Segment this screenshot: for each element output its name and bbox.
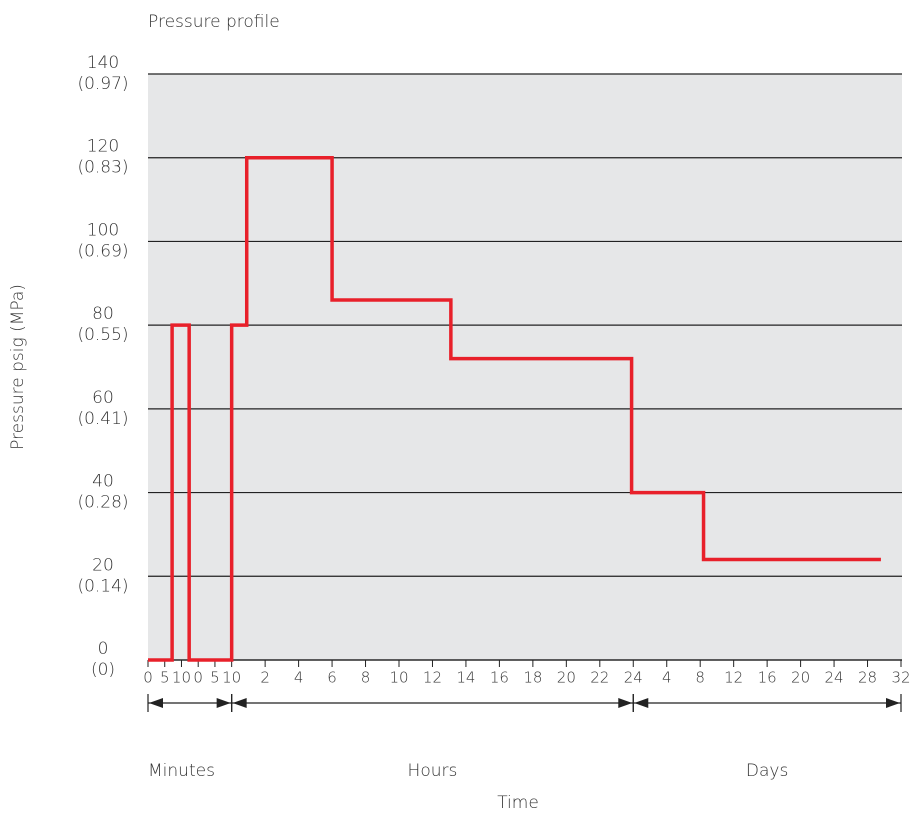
y-tick-label: 80: [92, 304, 114, 324]
arrow-head: [634, 698, 649, 708]
y-tick-sublabel: (0.41): [77, 409, 128, 429]
x-tick-label: 24: [624, 669, 643, 687]
y-tick-sublabel: (0.69): [77, 241, 128, 261]
y-tick-label: 0: [98, 639, 109, 659]
x-tick-label: 32: [891, 669, 910, 687]
x-tick-label: 18: [523, 669, 542, 687]
x-tick-label: 6: [327, 669, 337, 687]
x-axis-label: Time: [497, 793, 539, 813]
y-tick-label: 140: [87, 53, 119, 73]
plot-area: [148, 74, 902, 660]
x-tick-label: 5: [160, 669, 170, 687]
y-tick-sublabel: (0.83): [77, 158, 128, 178]
x-tick-label: 10: [172, 669, 191, 687]
chart-title: Pressure profile: [148, 12, 280, 32]
x-tick-label: 4: [662, 669, 672, 687]
arrow-head: [618, 698, 633, 708]
x-tick-label: 16: [758, 669, 777, 687]
x-tick-label: 20: [557, 669, 576, 687]
segment-label: Minutes: [148, 761, 215, 781]
x-tick-label: 10: [389, 669, 408, 687]
segment-label: Hours: [408, 761, 458, 781]
x-tick-label: 2: [260, 669, 270, 687]
x-tick-label: 10: [222, 669, 241, 687]
x-tick-label: 0: [193, 669, 203, 687]
x-tick-label: 24: [825, 669, 844, 687]
y-tick-sublabel: (0.28): [77, 493, 128, 513]
x-tick-label: 5: [210, 669, 220, 687]
arrow-head: [149, 698, 163, 708]
x-tick-label: 14: [456, 669, 475, 687]
x-tick-label: 8: [695, 669, 705, 687]
y-tick-label: 100: [87, 220, 119, 240]
y-tick-label: 60: [92, 388, 114, 408]
x-tick-label: 16: [490, 669, 509, 687]
arrow-head: [216, 698, 231, 708]
data-line: [148, 155, 881, 662]
arrow-head: [232, 698, 247, 708]
segment-label: Days: [746, 761, 788, 781]
x-tick-label: 28: [858, 669, 877, 687]
x-tick-label: 20: [791, 669, 810, 687]
x-tick-label: 12: [423, 669, 442, 687]
x-tick-label: 12: [724, 669, 743, 687]
y-tick-label: 40: [92, 472, 114, 492]
x-tick-label: 8: [361, 669, 371, 687]
y-tick-label: 120: [87, 137, 119, 157]
y-tick-sublabel: (0.14): [77, 576, 128, 596]
y-tick-sublabel: (0): [91, 660, 115, 680]
y-tick-sublabel: (0.97): [77, 74, 128, 94]
x-tick-label: 0: [143, 669, 153, 687]
y-tick-label: 20: [92, 555, 114, 575]
y-axis-label: Pressure psig (MPa): [8, 284, 28, 450]
x-tick-label: 22: [590, 669, 609, 687]
y-tick-sublabel: (0.55): [77, 325, 128, 345]
arrow-head: [886, 698, 900, 708]
x-tick-label: 4: [294, 669, 304, 687]
